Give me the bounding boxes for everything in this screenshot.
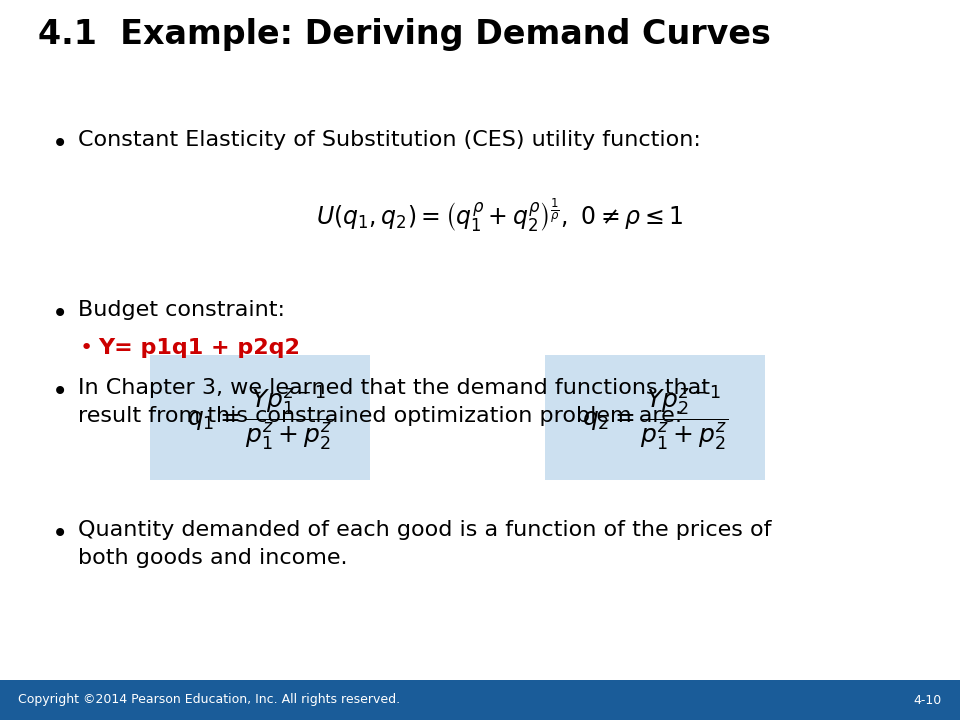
Text: $q_1 = \dfrac{Yp_1^{z-1}}{p_1^z + p_2^z}$: $q_1 = \dfrac{Yp_1^{z-1}}{p_1^z + p_2^z}… xyxy=(187,383,333,452)
Text: $U(q_1, q_2) = \left(q_1^\rho + q_2^\rho\right)^{\frac{1}{\rho}},\ 0 \neq \rho \: $U(q_1, q_2) = \left(q_1^\rho + q_2^\rho… xyxy=(317,197,684,234)
Text: •: • xyxy=(52,300,68,328)
Bar xyxy=(545,355,765,480)
Text: $q_2 = \dfrac{Yp_2^{z-1}}{p_1^z + p_2^z}$: $q_2 = \dfrac{Yp_2^{z-1}}{p_1^z + p_2^z}… xyxy=(582,383,729,452)
Text: Constant Elasticity of Substitution (CES) utility function:: Constant Elasticity of Substitution (CES… xyxy=(78,130,701,150)
Text: In Chapter 3, we learned that the demand functions that
result from this constra: In Chapter 3, we learned that the demand… xyxy=(78,378,710,426)
Text: Quantity demanded of each good is a function of the prices of
both goods and inc: Quantity demanded of each good is a func… xyxy=(78,520,772,568)
Text: 4-10: 4-10 xyxy=(914,693,942,706)
Text: Y= p1q1 + p2q2: Y= p1q1 + p2q2 xyxy=(98,338,300,358)
Text: •: • xyxy=(52,520,68,548)
Text: Copyright ©2014 Pearson Education, Inc. All rights reserved.: Copyright ©2014 Pearson Education, Inc. … xyxy=(18,693,400,706)
Text: •: • xyxy=(52,378,68,406)
Text: 4.1  Example: Deriving Demand Curves: 4.1 Example: Deriving Demand Curves xyxy=(38,18,771,51)
Bar xyxy=(150,355,370,480)
Bar xyxy=(0,680,960,720)
Text: Budget constraint:: Budget constraint: xyxy=(78,300,285,320)
Text: •: • xyxy=(52,130,68,158)
Text: •: • xyxy=(80,338,93,358)
